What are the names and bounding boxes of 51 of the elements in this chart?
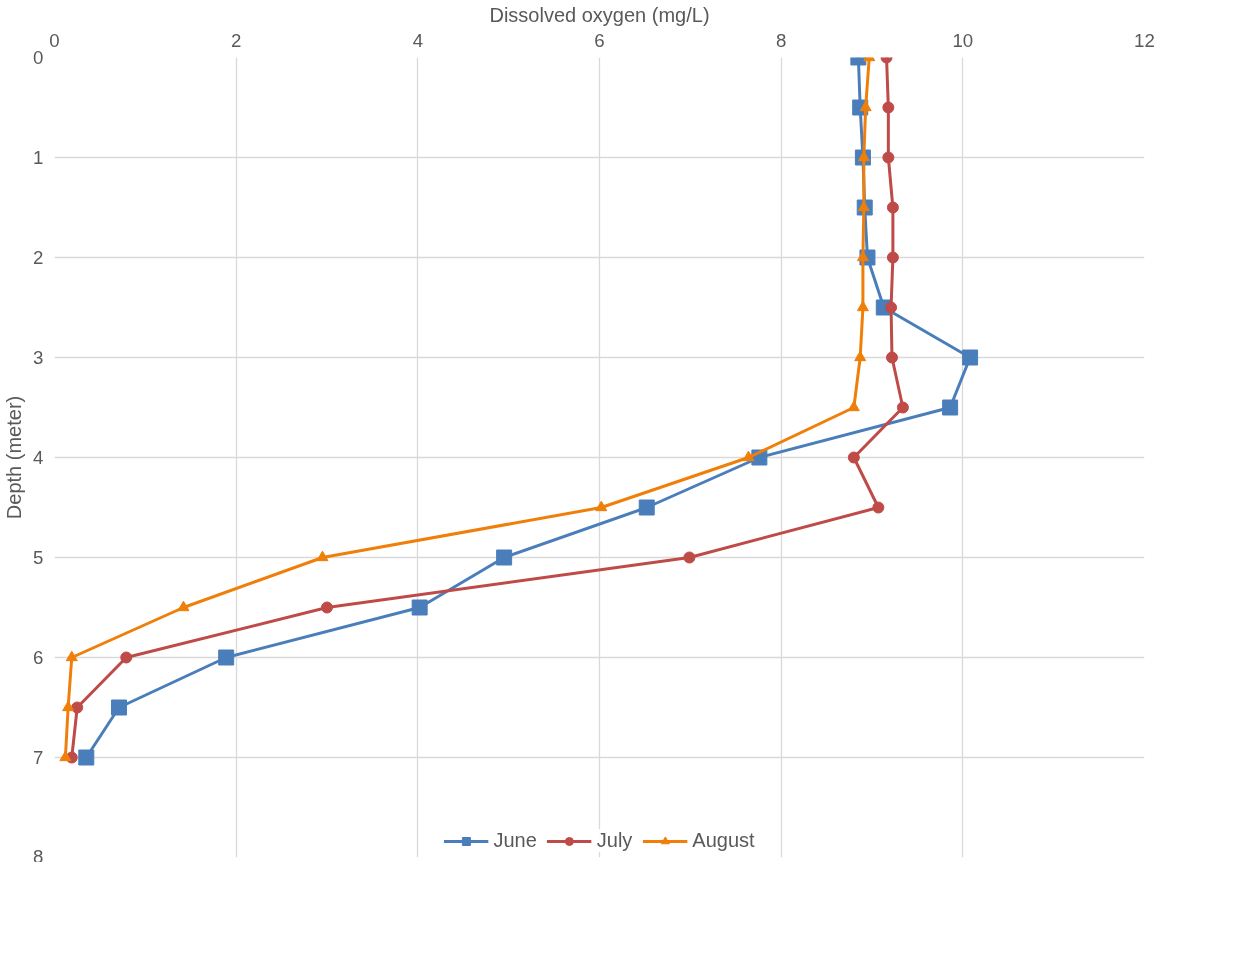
point (847, 451, 860, 464)
point (872, 501, 885, 514)
x-tick-label: 4 (412, 29, 424, 51)
legend-label: June (493, 829, 537, 852)
point (896, 401, 909, 414)
point (885, 301, 898, 314)
point (59, 750, 72, 762)
x-tick-label: 8 (775, 29, 787, 51)
point (882, 151, 895, 164)
x-tick-label: 6 (594, 29, 605, 51)
y-tick-label: 7 (33, 747, 44, 768)
y-tick-label: 6 (33, 647, 44, 668)
x-tick-label: 2 (230, 29, 242, 51)
point (638, 499, 655, 516)
point (496, 549, 513, 566)
point (847, 400, 860, 412)
point (962, 349, 979, 366)
y-tick-label: 0 (33, 47, 44, 68)
point (65, 650, 78, 662)
y-tick-label: 1 (33, 147, 44, 168)
point (120, 651, 133, 664)
x-tick-label: 10 (952, 29, 974, 51)
point (316, 550, 329, 562)
point (177, 600, 190, 612)
y-tick-label: 2 (33, 247, 44, 268)
y-tick-label: 3 (33, 347, 44, 368)
point (595, 500, 608, 512)
x-tick-label: 0 (49, 29, 60, 51)
point (683, 551, 696, 564)
point (886, 201, 899, 214)
point (411, 599, 428, 616)
y-tick-label: 5 (33, 547, 44, 568)
legend-label: July (596, 829, 633, 852)
legend-label: August (692, 829, 755, 852)
y-axis-title: Depth (meter) (3, 395, 26, 520)
point (110, 699, 127, 716)
point (742, 450, 755, 462)
point (859, 100, 872, 112)
point (942, 399, 959, 416)
point (882, 101, 895, 114)
x-axis-title: Dissolved oxygen (mg/L) (489, 3, 710, 26)
y-tick-label: 4 (33, 447, 44, 468)
y-tick-label: 8 (33, 845, 44, 867)
point (78, 749, 95, 766)
point (321, 601, 333, 614)
x-tick-label: 12 (1134, 29, 1155, 51)
point (885, 351, 898, 364)
point (71, 701, 84, 714)
point (886, 251, 899, 264)
point (218, 649, 235, 666)
point (62, 700, 75, 712)
